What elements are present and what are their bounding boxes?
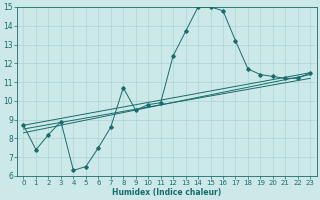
X-axis label: Humidex (Indice chaleur): Humidex (Indice chaleur) [112, 188, 221, 197]
